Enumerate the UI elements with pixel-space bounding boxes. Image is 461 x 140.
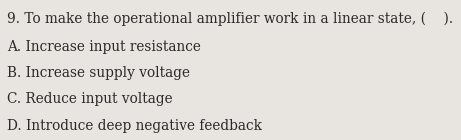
Text: A. Increase input resistance: A. Increase input resistance	[7, 40, 201, 54]
Text: 9. To make the operational amplifier work in a linear state, (    ).: 9. To make the operational amplifier wor…	[7, 12, 453, 26]
Text: C. Reduce input voltage: C. Reduce input voltage	[7, 92, 172, 106]
Text: D. Introduce deep negative feedback: D. Introduce deep negative feedback	[7, 119, 262, 133]
Text: B. Increase supply voltage: B. Increase supply voltage	[7, 66, 190, 80]
